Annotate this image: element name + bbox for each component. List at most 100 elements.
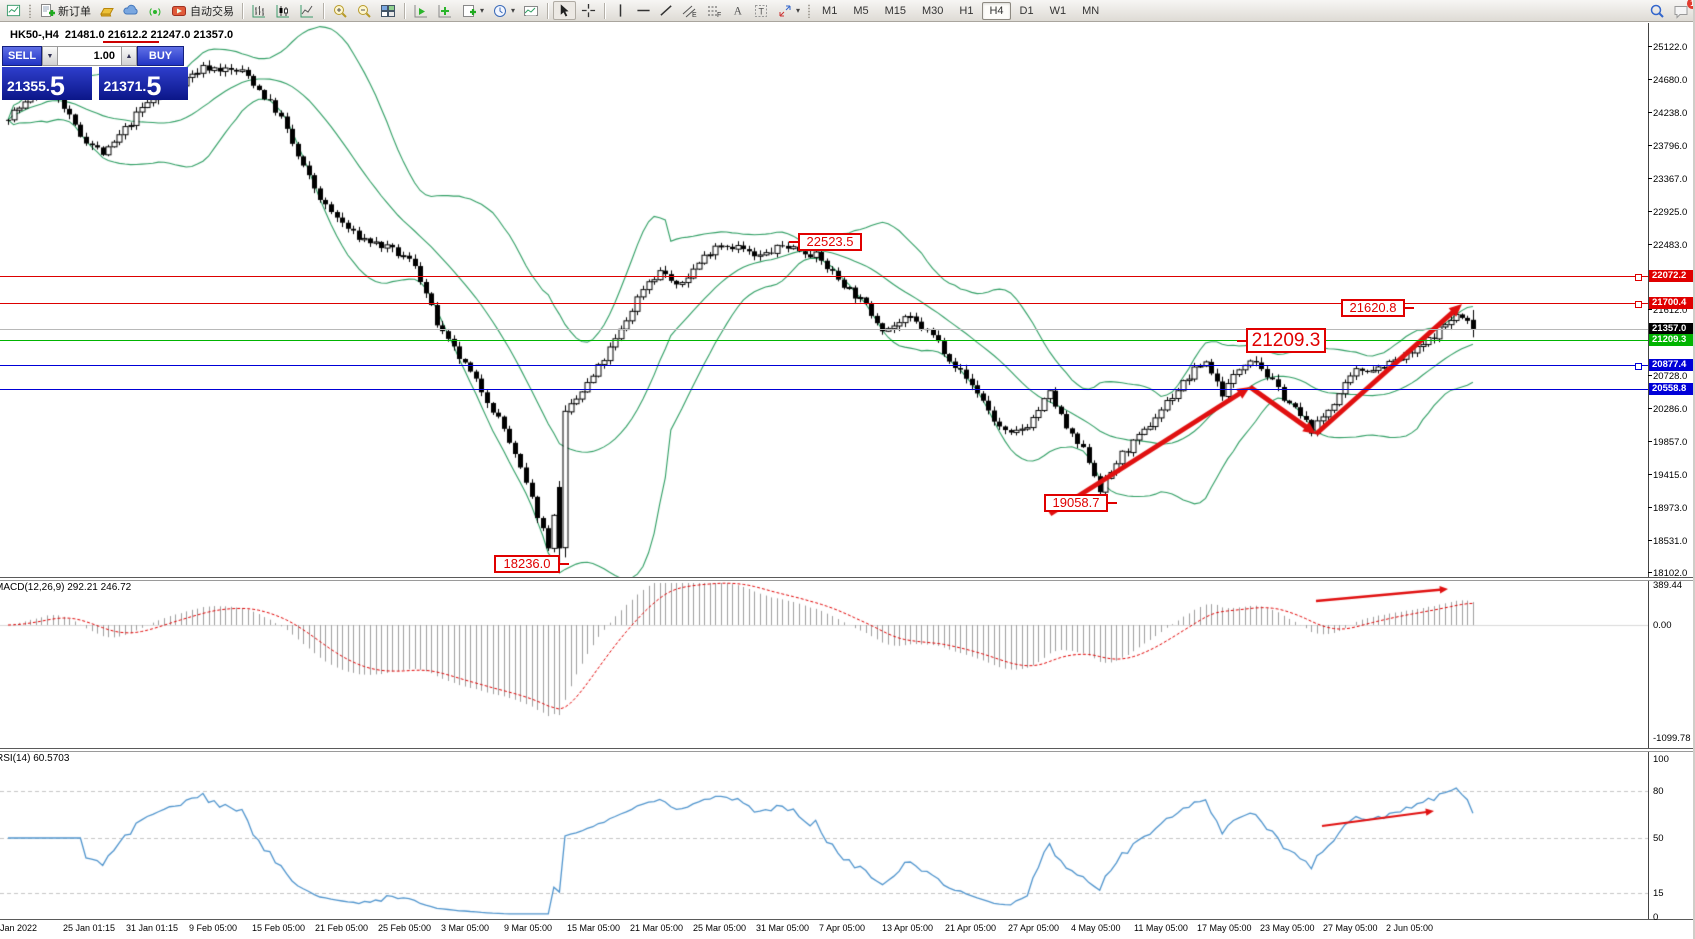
time-axis-label: 4 May 05:00 (1071, 923, 1121, 933)
sell-button[interactable]: SELL (2, 46, 42, 66)
time-axis-label: 7 Apr 05:00 (819, 923, 866, 933)
chat-bubble-icon (1674, 5, 1688, 19)
line-end-marker (1635, 363, 1642, 371)
price-annotation[interactable]: 21209.3 (1237, 328, 1326, 353)
toolbar-separator (242, 2, 243, 19)
vertical-line-icon (619, 4, 622, 17)
buy-button[interactable]: BUY (137, 46, 184, 66)
cursor-tool-button[interactable] (553, 1, 577, 20)
annotation-anchor (1237, 339, 1246, 342)
chart-properties-button[interactable] (520, 2, 542, 20)
add-indicator-button[interactable] (434, 2, 456, 20)
toolbar-separator (604, 2, 606, 19)
time-axis-label: 25 Feb 05:00 (378, 923, 432, 933)
one-click-trading-panel: SELL ▼ ▲ BUY 21355.5 21371.5 (2, 46, 188, 100)
rsi-axis-label: 50 (1653, 833, 1664, 844)
new-chart-button[interactable]: ▾ (458, 2, 487, 20)
rsi-axis-label: 100 (1653, 754, 1669, 765)
signals-button[interactable] (144, 2, 166, 20)
crosshair-tool-button[interactable] (578, 2, 599, 19)
price-axis-tick: 22483.0 (1648, 240, 1695, 251)
new-order-button[interactable]: 新订单 (36, 2, 94, 20)
chart-window-button[interactable] (3, 2, 24, 19)
autotrading-icon (172, 5, 186, 16)
header-underline (103, 41, 159, 43)
gold-button[interactable] (96, 2, 118, 20)
rsi-axis-label: 15 (1653, 888, 1664, 900)
timeframe-mn-button[interactable]: MN (1082, 4, 1100, 17)
tile-windows-button[interactable] (377, 2, 399, 20)
price-annotation[interactable]: 19058.7 (1044, 494, 1117, 512)
price-annotation[interactable]: 21620.8 (1341, 299, 1414, 317)
notification-badge: 1 (1687, 0, 1695, 9)
zoom-in-button[interactable] (329, 2, 351, 20)
volume-decrease-button[interactable]: ▼ (42, 46, 58, 66)
notifications-button[interactable]: 1 (1670, 0, 1695, 20)
buy-price-big-digit: 5 (146, 71, 162, 101)
bar-chart-button[interactable] (248, 2, 270, 20)
annotation-anchor (789, 241, 798, 243)
new-chart-icon (463, 4, 476, 17)
signal-icon (149, 7, 161, 16)
timeframe-m30-button[interactable]: M30 (922, 4, 944, 17)
timeframe-m15-button[interactable]: M15 (884, 4, 907, 17)
equidistant-channel-icon: E (682, 5, 697, 19)
volume-input[interactable] (58, 46, 121, 66)
horizontal-line-tool-button[interactable] (633, 2, 654, 19)
line-chart-button[interactable] (296, 2, 318, 20)
autotrading-button[interactable]: 自动交易 (168, 2, 237, 20)
timeframe-h4-button[interactable]: H4 (982, 1, 1011, 20)
horizontal-line-object[interactable] (0, 329, 1648, 331)
sell-price-big-digit: 5 (49, 71, 65, 101)
horizontal-line-object[interactable] (0, 388, 1648, 390)
horizontal-line-object[interactable] (0, 340, 1648, 342)
arrows-tool-button[interactable]: ▾ (774, 2, 803, 20)
timeframe-d1-button[interactable]: D1 (1019, 4, 1034, 17)
line-end-marker (1635, 273, 1642, 281)
channel-tool-button[interactable]: E (679, 2, 701, 20)
text-label-tool-button[interactable]: T (750, 2, 772, 20)
chart-canvas[interactable] (0, 0, 1648, 939)
text-icon: A (734, 5, 743, 17)
volume-increase-button[interactable]: ▲ (121, 46, 137, 66)
zoom-out-button[interactable] (353, 2, 375, 20)
time-axis-label: 15 Mar 05:00 (567, 923, 621, 933)
timeframe-m1-button[interactable]: M1 (822, 4, 838, 17)
macd-axis-label: -1099.78 (1653, 733, 1691, 744)
candlestick-chart-button[interactable] (272, 2, 294, 20)
time-axis-label: 21 Apr 05:00 (945, 923, 997, 933)
buy-price-display[interactable]: 21371. 5 (98, 67, 188, 101)
time-axis-label: 17 May 05:00 (1197, 923, 1252, 933)
macd-indicator-label: MACD(12,26,9) 292.21 246.72 (0, 582, 132, 593)
fibonacci-tool-button[interactable]: F (703, 2, 725, 20)
search-button[interactable] (1646, 2, 1668, 20)
horizontal-line-object[interactable] (0, 363, 1648, 371)
timeframe-h1-button[interactable]: H1 (959, 4, 974, 17)
new-order-label: 新订单 (58, 5, 91, 18)
cloud-icon (123, 4, 138, 14)
price-annotation[interactable]: 22523.5 (789, 233, 862, 251)
horizontal-line-object[interactable] (0, 301, 1648, 309)
time-axis-label: 21 Feb 05:00 (315, 923, 369, 933)
price-axis-tag: 21357.0 (1649, 323, 1695, 336)
rsi-pane-separator[interactable] (0, 748, 1695, 752)
sell-price-display[interactable]: 21355. 5 (2, 67, 92, 100)
time-axis-label: Jan 2022 (0, 923, 38, 933)
horizontal-line-object[interactable] (0, 273, 1648, 281)
timeframe-m5-button[interactable]: M5 (853, 4, 869, 17)
sell-price-main: 21355. (7, 78, 50, 94)
toolbar-separator (404, 2, 405, 19)
add-indicator-icon (438, 4, 451, 17)
time-axis-label: 9 Feb 05:00 (189, 923, 238, 933)
price-annotation[interactable]: 18236.0 (494, 555, 569, 573)
text-tool-button[interactable]: A (727, 2, 748, 19)
indicators-button[interactable] (410, 2, 432, 20)
vertical-line-tool-button[interactable] (610, 2, 631, 19)
community-button[interactable] (120, 2, 142, 20)
tile-windows-icon (381, 4, 395, 17)
periods-button[interactable]: ▾ (489, 2, 518, 20)
macd-pane-separator[interactable] (0, 577, 1695, 581)
timeframe-w1-button[interactable]: W1 (1049, 4, 1067, 17)
trendline-tool-button[interactable] (656, 2, 677, 19)
crosshair-icon (581, 3, 596, 18)
